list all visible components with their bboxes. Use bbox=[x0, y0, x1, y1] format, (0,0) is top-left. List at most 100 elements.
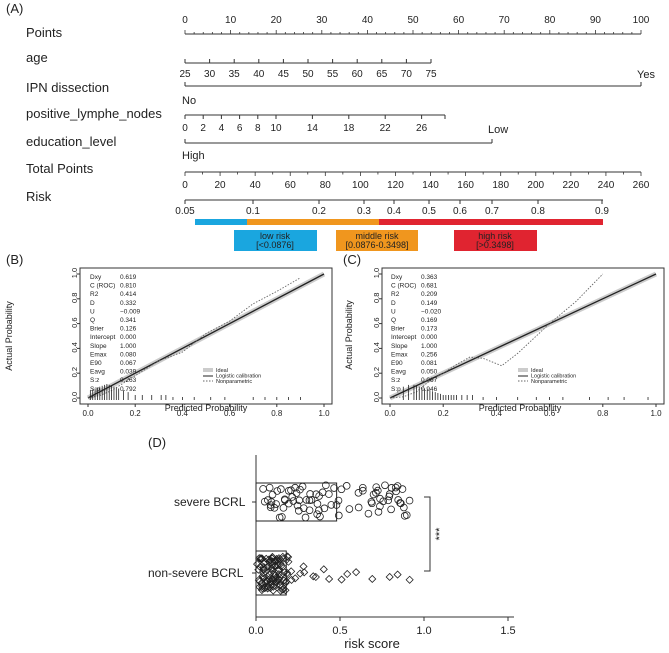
total-points-tick-label: 140 bbox=[422, 180, 439, 191]
x-tick-label: 1.5 bbox=[500, 625, 515, 637]
axes-b: 0.0 0.2 0.4 0.6 0.8 1.0 0.0 0.2 0.4 0.6 0.8 1.0 bbox=[70, 268, 330, 418]
stat-value: 0.126 bbox=[120, 326, 137, 333]
severe-point bbox=[398, 485, 407, 493]
severe-point bbox=[272, 500, 280, 508]
risk-bar-high bbox=[379, 219, 603, 225]
y-tick-label: 0.6 bbox=[70, 317, 79, 327]
risk-score-dotplot: (D) 0.0 0.5 1.0 1.5 severe BCRL non-severe … bbox=[148, 435, 516, 651]
nonsevere-point bbox=[287, 567, 296, 576]
legend-label: Nonparametric bbox=[216, 379, 252, 385]
severe-point bbox=[354, 503, 363, 512]
stat-label: Intercept bbox=[90, 334, 115, 341]
nonsevere-point bbox=[267, 564, 276, 573]
nonsevere-point bbox=[385, 572, 394, 582]
lymph-tick-label: 8 bbox=[255, 123, 261, 134]
severe-point bbox=[289, 497, 298, 505]
age-tick-label: 30 bbox=[204, 69, 216, 80]
logistic-calibration-line bbox=[87, 273, 325, 399]
x-axis-title-c: Predicted Probability bbox=[479, 403, 562, 413]
y-axis-title-c: Actual Probability bbox=[344, 300, 354, 370]
total-points-tick-label: 100 bbox=[352, 180, 369, 191]
points-tick-label: 70 bbox=[499, 15, 511, 26]
education-label-low: Low bbox=[488, 124, 508, 136]
points-tick-label: 80 bbox=[544, 15, 556, 26]
severe-point bbox=[400, 503, 408, 512]
risk-tick-label: 0.05 bbox=[175, 206, 195, 217]
nonsevere-point bbox=[273, 576, 282, 585]
stat-value: 0.173 bbox=[421, 326, 438, 333]
stat-value: 0.209 bbox=[421, 291, 438, 298]
risk-tick-label: 0.1 bbox=[246, 206, 260, 217]
stat-value: 0.619 bbox=[120, 274, 137, 281]
severe-point bbox=[313, 500, 322, 508]
calibration-plot-c: (C) 0.0 0.2 0.4 0.6 0.8 1.0 0.0 0.2 0.4 0.6 0.8 1.0… bbox=[343, 252, 665, 418]
risk-tick-label: 0.9 bbox=[595, 206, 609, 217]
severe-point bbox=[316, 512, 324, 521]
stat-value: 1.000 bbox=[120, 343, 137, 350]
severe-point bbox=[358, 483, 367, 492]
severe-point bbox=[275, 513, 284, 522]
stat-value: 0.080 bbox=[120, 351, 137, 358]
stat-value: 0.067 bbox=[421, 377, 438, 384]
points-tick-label: 20 bbox=[271, 15, 283, 26]
nonsevere-point bbox=[281, 578, 290, 588]
total-points-tick-label: 0 bbox=[182, 180, 188, 191]
severe-point bbox=[379, 497, 388, 506]
risk-tick-label: 0.8 bbox=[531, 206, 545, 217]
stat-label: D bbox=[391, 300, 396, 307]
stat-value: −0.009 bbox=[120, 308, 140, 315]
risk-tick-label: 0.5 bbox=[422, 206, 436, 217]
age-tick-label: 35 bbox=[229, 69, 241, 80]
nonparametric-line bbox=[389, 273, 604, 399]
x-tick-label: 0.4 bbox=[491, 409, 503, 418]
stat-value: 0.363 bbox=[421, 274, 438, 281]
y-axis-title-b: Actual Probability bbox=[4, 301, 14, 371]
row-label-age: age bbox=[26, 50, 48, 65]
nonsevere-point bbox=[291, 574, 300, 583]
y-tick-label: 1.0 bbox=[372, 268, 381, 278]
severe-point bbox=[305, 496, 314, 505]
x-ticks-d: 0.0 0.5 1.0 1.5 bbox=[248, 617, 516, 637]
severe-point bbox=[330, 484, 338, 492]
significance-bracket bbox=[424, 496, 431, 572]
total-points-ticks: 0 20 40 60 80 100 120 140 160 180 200 220 240 260 bbox=[182, 172, 650, 191]
category-label-nonsevere: non-severe BCRL bbox=[148, 566, 244, 580]
nonsevere-point bbox=[300, 568, 309, 577]
y-tick-label: 0.0 bbox=[372, 392, 381, 402]
y-tick-label: 0.8 bbox=[70, 293, 79, 303]
severe-point bbox=[372, 489, 380, 497]
middle-risk-box bbox=[336, 230, 418, 251]
age-tick-label: 55 bbox=[327, 69, 339, 80]
severe-point bbox=[306, 490, 314, 498]
nonsevere-point bbox=[255, 554, 264, 563]
total-points-tick-label: 60 bbox=[285, 180, 297, 191]
row-label-ipn: IPN dissection bbox=[26, 80, 109, 95]
severe-point bbox=[381, 481, 389, 490]
nonsevere-point bbox=[268, 554, 277, 563]
ipn-label-no: No bbox=[182, 95, 196, 107]
severe-point bbox=[396, 499, 404, 507]
x-tick-label: 0.2 bbox=[438, 409, 450, 418]
nonsevere-point bbox=[258, 571, 267, 580]
severe-point bbox=[334, 496, 343, 505]
stat-value: 0.256 bbox=[421, 351, 438, 358]
stat-label: C (ROC) bbox=[90, 283, 115, 290]
middle-risk-range: [0.0876-0.3498] bbox=[345, 240, 408, 250]
nomogram-panel: (A) Points age IPN dissection positive_l… bbox=[6, 1, 655, 251]
y-tick-label: 0.2 bbox=[70, 367, 79, 377]
y-tick-label: 0.0 bbox=[70, 392, 79, 402]
x-tick-label: 0.6 bbox=[224, 409, 236, 418]
high-risk-range: [>0.3498] bbox=[476, 240, 514, 250]
middle-risk-name: middle risk bbox=[355, 231, 399, 241]
y-tick-label: 0.4 bbox=[372, 342, 381, 352]
nonsevere-point bbox=[343, 569, 352, 579]
x-tick-label: 1.0 bbox=[318, 409, 330, 418]
age-tick-label: 70 bbox=[401, 69, 413, 80]
lymph-tick-label: 14 bbox=[307, 123, 319, 134]
stat-label: Emax bbox=[391, 351, 408, 358]
age-tick-label: 60 bbox=[352, 69, 364, 80]
points-minor-ticks bbox=[184, 30, 642, 34]
total-points-tick-label: 220 bbox=[563, 180, 580, 191]
